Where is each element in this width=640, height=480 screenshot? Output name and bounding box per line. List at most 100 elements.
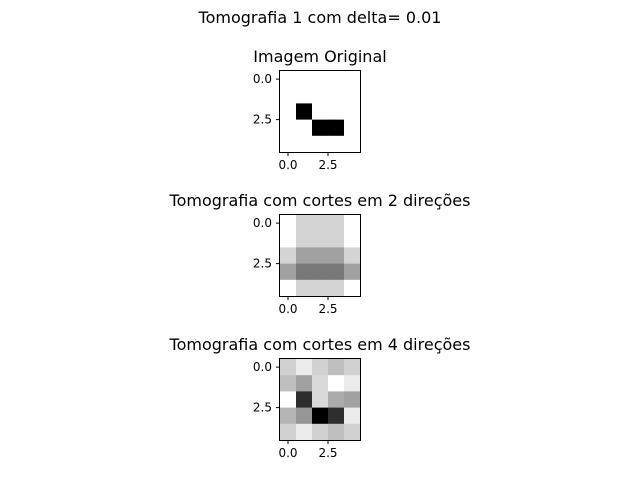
heatmap-cell bbox=[344, 71, 361, 88]
panel-original: Imagem Original 0.0 2.5 0.0 2.5 bbox=[253, 47, 387, 172]
heatmap-cell bbox=[296, 87, 313, 104]
heatmap-cell bbox=[280, 279, 297, 297]
heatmap-cell bbox=[296, 375, 313, 392]
heatmap-cell bbox=[344, 103, 361, 121]
heatmap-cell bbox=[312, 279, 329, 297]
y-tick-label: 0.0 bbox=[253, 360, 272, 374]
axis-ticks: 0.0 2.5 0.0 2.5 bbox=[253, 360, 338, 460]
heatmap-cell bbox=[328, 375, 345, 392]
heatmap-cell bbox=[328, 423, 345, 441]
heatmap-cell bbox=[280, 215, 297, 232]
heatmap-cell bbox=[280, 135, 297, 153]
heatmap-cell bbox=[344, 279, 361, 297]
panel-four-directions: Tomografia com cortes em 4 direções 0.0 2… bbox=[169, 335, 471, 460]
heatmap-cell bbox=[312, 407, 329, 425]
heatmap-cell bbox=[296, 215, 313, 232]
heatmap-cell bbox=[312, 359, 329, 376]
heatmap-cell bbox=[296, 279, 313, 297]
heatmap-cell bbox=[312, 375, 329, 392]
axes-frame bbox=[279, 214, 361, 297]
heatmap-cell bbox=[296, 407, 313, 425]
heatmap-cell bbox=[280, 263, 297, 281]
heatmap-cell bbox=[312, 423, 329, 441]
heatmap-cell bbox=[312, 247, 329, 265]
heatmap-cell bbox=[280, 119, 297, 137]
axis-ticks: 0.0 2.5 0.0 2.5 bbox=[253, 216, 338, 316]
panel-two-directions: Tomografia com cortes em 2 direções 0.0 2… bbox=[169, 191, 471, 316]
heatmap-cell bbox=[312, 87, 329, 104]
heatmap-cell bbox=[328, 119, 345, 137]
panel-title: Tomografia com cortes em 4 direções bbox=[169, 335, 471, 354]
y-tick-label: 0.0 bbox=[253, 72, 272, 86]
heatmap-cell bbox=[296, 71, 313, 88]
heatmap-cell bbox=[312, 391, 329, 409]
heatmap-cell bbox=[328, 263, 345, 281]
heatmap-cell bbox=[328, 407, 345, 425]
heatmap-cell bbox=[344, 119, 361, 137]
heatmap-cell bbox=[328, 215, 345, 232]
heatmap-cell bbox=[344, 359, 361, 376]
figure-title: Tomografia 1 com delta= 0.01 bbox=[198, 8, 442, 27]
axes-frame bbox=[279, 358, 361, 441]
heatmap-cell bbox=[312, 119, 329, 137]
heatmap-cell bbox=[344, 87, 361, 104]
heatmap-cell bbox=[328, 103, 345, 121]
heatmap-cell bbox=[328, 71, 345, 88]
y-tick-label: 0.0 bbox=[253, 216, 272, 230]
x-tick-label: 2.5 bbox=[318, 158, 337, 172]
heatmap-cell bbox=[344, 215, 361, 232]
heatmap-cell bbox=[312, 215, 329, 232]
heatmap-cell bbox=[312, 231, 329, 248]
heatmap-cell bbox=[328, 359, 345, 376]
heatmap-cell bbox=[296, 103, 313, 121]
x-tick-label: 2.5 bbox=[318, 446, 337, 460]
heatmap-cell bbox=[312, 135, 329, 153]
heatmap-cell bbox=[296, 247, 313, 265]
x-tick-label: 0.0 bbox=[278, 302, 297, 316]
heatmap-cell bbox=[328, 279, 345, 297]
heatmap-cell bbox=[328, 247, 345, 265]
x-tick-label: 0.0 bbox=[278, 158, 297, 172]
heatmap-cell bbox=[328, 87, 345, 104]
heatmap-cell bbox=[280, 71, 297, 88]
axes-frame bbox=[279, 70, 361, 153]
heatmap-cell bbox=[280, 103, 297, 121]
heatmap-cells bbox=[280, 71, 361, 153]
heatmap-cell bbox=[312, 263, 329, 281]
panel-title: Tomografia com cortes em 2 direções bbox=[169, 191, 471, 210]
heatmap-cell bbox=[328, 231, 345, 248]
heatmap-cell bbox=[296, 231, 313, 248]
heatmap-cell bbox=[344, 391, 361, 409]
heatmap-cell bbox=[280, 231, 297, 248]
heatmap-cell bbox=[344, 135, 361, 153]
heatmap-cell bbox=[344, 375, 361, 392]
heatmap-cell bbox=[344, 231, 361, 248]
heatmap-cells bbox=[280, 215, 361, 297]
heatmap-cell bbox=[280, 391, 297, 409]
y-tick-label: 2.5 bbox=[253, 113, 272, 127]
y-tick-label: 2.5 bbox=[253, 257, 272, 271]
heatmap-cell bbox=[296, 119, 313, 137]
heatmap-cell bbox=[296, 423, 313, 441]
x-tick-label: 0.0 bbox=[278, 446, 297, 460]
y-tick-label: 2.5 bbox=[253, 401, 272, 415]
heatmap-cell bbox=[280, 423, 297, 441]
heatmap-cell bbox=[344, 407, 361, 425]
heatmap-cell bbox=[280, 87, 297, 104]
heatmap-cell bbox=[296, 135, 313, 153]
heatmap-cell bbox=[344, 247, 361, 265]
heatmap-cell bbox=[280, 359, 297, 376]
heatmap-cell bbox=[312, 103, 329, 121]
x-tick-label: 2.5 bbox=[318, 302, 337, 316]
heatmap-cell bbox=[280, 375, 297, 392]
heatmap-cell bbox=[296, 391, 313, 409]
heatmap-cell bbox=[328, 135, 345, 153]
panel-title: Imagem Original bbox=[253, 47, 386, 66]
heatmap-cell bbox=[280, 407, 297, 425]
heatmap-cells bbox=[280, 359, 361, 441]
axis-ticks: 0.0 2.5 0.0 2.5 bbox=[253, 72, 338, 172]
heatmap-cell bbox=[328, 391, 345, 409]
heatmap-cell bbox=[344, 423, 361, 441]
heatmap-cell bbox=[296, 359, 313, 376]
